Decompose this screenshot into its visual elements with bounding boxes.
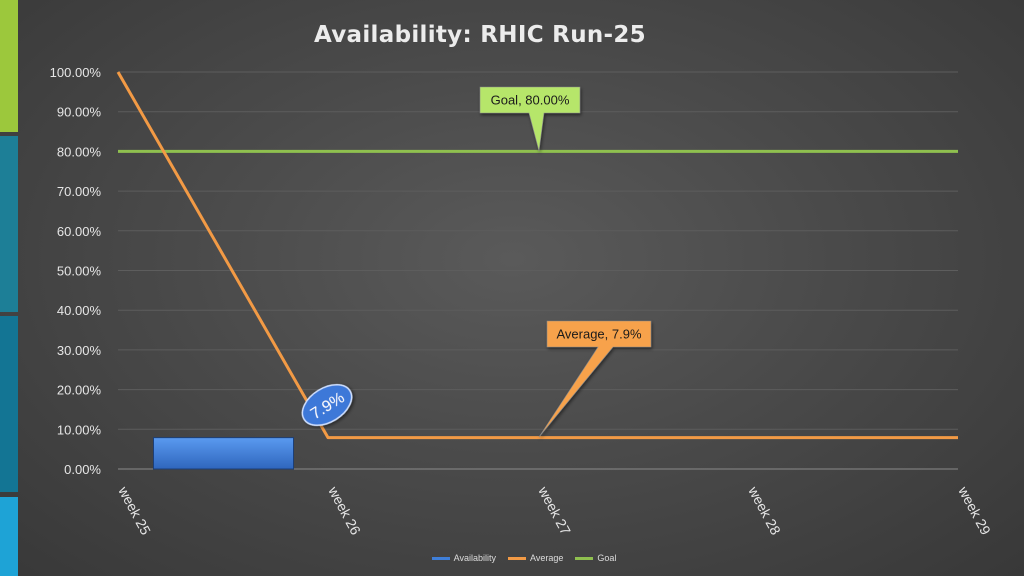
side-strip-lime <box>0 0 18 132</box>
average-line <box>116 71 958 440</box>
y-tick-label-9: 90.00% <box>57 105 102 120</box>
average-callout: Average, 7.9% <box>538 320 652 438</box>
goal-callout-shape <box>479 86 581 152</box>
goal-callout-text: Goal, 80.00% <box>491 93 570 108</box>
y-tick-label-1: 10.00% <box>57 422 102 437</box>
chart-legend: Availability Average Goal <box>0 553 1024 563</box>
legend-swatch-average <box>507 556 526 560</box>
y-tick-label-7: 70.00% <box>57 184 102 199</box>
x-tick-label-3: week 28 <box>745 483 784 538</box>
average-callout-shape <box>538 320 652 438</box>
y-tick-label-6: 60.00% <box>57 224 102 239</box>
y-tick-label-4: 40.00% <box>57 303 102 318</box>
y-tick-label-10: 100.00% <box>50 65 102 80</box>
legend-swatch-availability <box>431 556 450 560</box>
legend-label-availability: Availability <box>453 553 496 563</box>
legend-label-goal: Goal <box>597 553 617 563</box>
average-callout-text: Average, 7.9% <box>556 327 641 342</box>
x-tick-label-4: week 29 <box>955 483 994 538</box>
side-strip-cyan <box>0 497 18 576</box>
x-tick-label-0: week 25 <box>115 483 154 538</box>
y-tick-label-8: 80.00% <box>57 144 102 159</box>
bar-value-oval <box>301 383 353 427</box>
y-tick-label-2: 20.00% <box>57 383 102 398</box>
chart-title: Availability: RHIC Run-25 <box>313 22 646 48</box>
side-strip-blue <box>0 316 18 492</box>
legend-item-average: Average <box>507 553 564 563</box>
side-strip-teal <box>0 136 18 312</box>
availability-bar-1 <box>153 437 294 470</box>
y-tick-label-0: 0.00% <box>64 462 101 477</box>
legend-label-average: Average <box>529 553 564 563</box>
x-tick-label-2: week 27 <box>535 483 574 538</box>
goal-callout: Goal, 80.00% <box>479 86 581 152</box>
y-tick-label-5: 50.00% <box>57 264 102 279</box>
legend-item-goal: Goal <box>575 553 616 563</box>
legend-item-availability: Availability <box>431 553 496 563</box>
bar-value-callout: 7.9% <box>301 383 353 427</box>
x-tick-label-1: week 26 <box>325 483 364 538</box>
y-tick-label-3: 30.00% <box>57 343 102 358</box>
legend-swatch-goal <box>575 556 594 560</box>
